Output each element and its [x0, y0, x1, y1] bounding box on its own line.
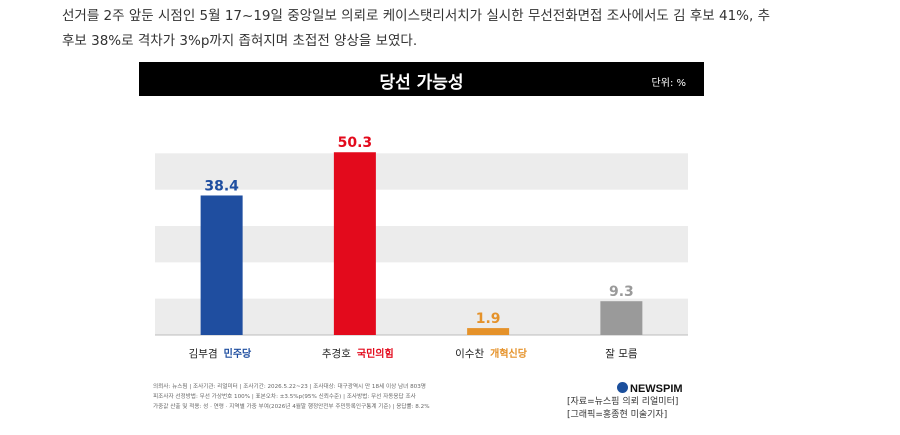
article-line: 선거를 2주 앞둔 시점인 5월 17~19일 중앙일보 의뢰로 케이스탯리서치… [62, 8, 770, 24]
article-text: 선거를 2주 앞둔 시점인 5월 17~19일 중앙일보 의뢰로 케이스탯리서치… [62, 4, 862, 54]
survey-note: 가중값 산출 및 적용: 성 · 연령 · 지역별 가중 부여(2026년 4월… [153, 404, 430, 410]
survey-note: 의뢰사: 뉴스핌 | 조사기관: 리얼미터 | 조사기간: 2026.5.22~… [153, 384, 426, 390]
data-label: 50.3 [338, 135, 373, 151]
category-label: 잘 모름 [605, 348, 638, 360]
grid-band [155, 153, 688, 190]
source-credit: [자료=뉴스핌 의뢰 리얼미터] [567, 397, 679, 407]
party-label: 민주당 [224, 347, 252, 360]
chart-card: 당선 가능성 단위: % 38.4 김부겸 민주당 50.3 추경호 국민의힘 1.9 이수찬… [139, 62, 704, 430]
bar-2 [333, 152, 376, 335]
survey-notes: 의뢰사: 뉴스핌 | 조사기관: 리얼미터 | 조사기간: 2026.5.22~… [153, 382, 553, 412]
category-label: 이수찬 [455, 348, 484, 360]
chart-unit: 단위: % [651, 78, 686, 89]
data-label: 1.9 [476, 311, 501, 327]
bar-chart: 38.4 김부겸 민주당 50.3 추경호 국민의힘 1.9 이수찬 개혁신당 9.3 잘 모름 [155, 135, 688, 360]
grid-band [155, 226, 688, 263]
bar-1 [200, 195, 243, 335]
logo-text: NEWSPIM [630, 383, 683, 395]
party-label: 국민의힘 [357, 347, 394, 360]
data-label: 9.3 [609, 284, 634, 300]
chart-title: 당선 가능성 [379, 73, 464, 93]
article-line: 후보 38%로 격차가 3%p까지 좁혀지며 초접전 양상을 보였다. [62, 33, 418, 49]
category-label: 김부겸 [189, 348, 218, 360]
graphic-credit: [그래픽=홍종현 미술기자] [567, 410, 668, 420]
data-label: 38.4 [204, 178, 239, 194]
newspim-logo-icon [617, 382, 628, 393]
party-label: 개혁신당 [490, 347, 528, 360]
bar-4 [600, 301, 643, 335]
chart-footer: 의뢰사: 뉴스핌 | 조사기관: 리얼미터 | 조사기간: 2026.5.22~… [139, 374, 704, 430]
bar-3 [467, 328, 510, 335]
category-label: 추경호 [322, 347, 351, 360]
credits: [자료=뉴스핌 의뢰 리얼미터] [그래픽=홍종현 미술기자] [567, 396, 678, 422]
survey-note: 피조사자 선정방법: 무선 가상번호 100% | 표본오차: ±3.5%p(9… [153, 394, 416, 400]
newspim-logo: NEWSPIM [617, 382, 683, 395]
grid-band [155, 298, 688, 335]
chart-header: 당선 가능성 단위: % [139, 62, 704, 96]
